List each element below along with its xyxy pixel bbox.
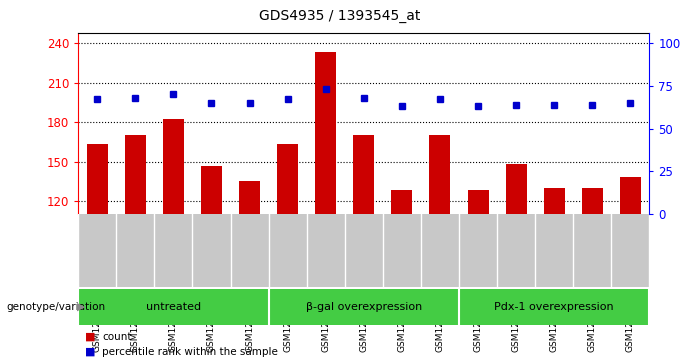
Bar: [544, 188, 564, 214]
Bar: [239, 181, 260, 214]
Text: ▶: ▶: [77, 302, 86, 312]
Text: count: count: [102, 332, 131, 342]
Text: genotype/variation: genotype/variation: [7, 302, 106, 312]
Bar: [87, 144, 107, 214]
Bar: [316, 52, 336, 214]
Bar: [201, 166, 222, 214]
Text: Pdx-1 overexpression: Pdx-1 overexpression: [494, 302, 614, 312]
Bar: [430, 135, 450, 214]
Text: β-gal overexpression: β-gal overexpression: [306, 302, 422, 312]
Text: GDS4935 / 1393545_at: GDS4935 / 1393545_at: [259, 9, 421, 23]
Bar: [277, 144, 298, 214]
Bar: [468, 191, 488, 214]
Text: ■: ■: [85, 347, 95, 357]
Bar: [163, 119, 184, 214]
Bar: [506, 164, 526, 214]
Text: percentile rank within the sample: percentile rank within the sample: [102, 347, 278, 357]
Text: ■: ■: [85, 332, 95, 342]
Bar: [392, 191, 412, 214]
Bar: [354, 135, 374, 214]
Text: untreated: untreated: [146, 302, 201, 312]
Bar: [620, 178, 641, 214]
Bar: [125, 135, 146, 214]
Bar: [582, 188, 602, 214]
